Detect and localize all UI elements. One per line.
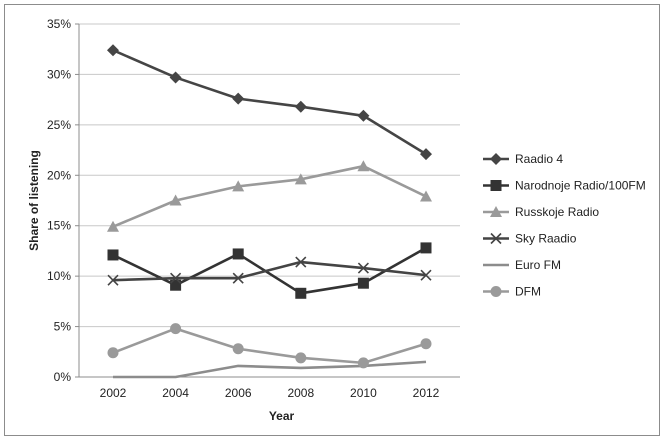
data-point bbox=[170, 323, 182, 335]
data-point bbox=[294, 100, 307, 113]
x-tick-label: 2012 bbox=[413, 386, 440, 400]
data-point bbox=[107, 249, 119, 261]
data-point bbox=[357, 357, 369, 369]
data-point bbox=[232, 248, 244, 260]
y-tick-labels: 0% 5% 10% 15% 20% 25% 30% 35% bbox=[47, 17, 71, 384]
data-point bbox=[357, 262, 369, 274]
legend-item: DFM bbox=[483, 285, 541, 299]
series-line bbox=[112, 246, 427, 295]
legend-swatch-marker bbox=[490, 286, 502, 297]
data-point bbox=[420, 242, 432, 254]
data-point bbox=[357, 277, 369, 289]
x-stroke bbox=[170, 272, 182, 284]
legend-swatch-marker bbox=[490, 153, 502, 165]
y-tick-label: 0% bbox=[54, 370, 72, 384]
x-stroke bbox=[295, 256, 307, 268]
y-tick-label: 10% bbox=[47, 269, 71, 283]
data-point bbox=[232, 272, 244, 284]
legend-item: Euro FM bbox=[483, 258, 561, 272]
series-sky-raadio bbox=[107, 256, 432, 286]
data-point bbox=[232, 343, 244, 355]
legend-swatch-marker bbox=[490, 180, 502, 191]
legend-label: DFM bbox=[515, 285, 541, 299]
legend-item: Sky Raadio bbox=[483, 232, 577, 246]
chart-frame bbox=[4, 4, 660, 436]
legend-label: Russkoje Radio bbox=[515, 205, 599, 219]
x-axis-title: Year bbox=[269, 409, 295, 423]
y-tick-label: 35% bbox=[47, 17, 71, 31]
series-line bbox=[112, 327, 427, 365]
data-point bbox=[107, 220, 119, 232]
data-point bbox=[169, 194, 182, 206]
legend-label: Euro FM bbox=[515, 258, 561, 272]
legend-label: Sky Raadio bbox=[515, 232, 577, 246]
y-tick-label: 30% bbox=[47, 67, 71, 81]
legend-label: Raadio 4 bbox=[515, 152, 563, 166]
x-stroke bbox=[357, 262, 369, 274]
x-tick-label: 2008 bbox=[287, 386, 314, 400]
legend-item: Narodnoje Radio/100FM bbox=[483, 179, 646, 193]
data-point bbox=[420, 269, 432, 281]
legend-item: Raadio 4 bbox=[483, 152, 563, 166]
data-point bbox=[107, 44, 119, 57]
y-tick-label: 15% bbox=[47, 219, 71, 233]
legend-swatch-marker bbox=[490, 232, 502, 245]
y-tick-label: 20% bbox=[47, 168, 71, 182]
series-dfm bbox=[107, 323, 432, 369]
legend-item: Russkoje Radio bbox=[483, 205, 599, 219]
data-point bbox=[107, 274, 119, 286]
x-stroke bbox=[490, 232, 502, 245]
y-tick-label: 25% bbox=[47, 118, 71, 132]
legend-swatch-marker bbox=[490, 206, 502, 217]
data-point bbox=[295, 352, 307, 364]
data-point bbox=[420, 148, 432, 161]
data-point bbox=[170, 279, 182, 291]
x-stroke bbox=[420, 269, 432, 281]
data-point bbox=[295, 287, 307, 299]
series-line bbox=[113, 360, 427, 379]
series-euro-fm bbox=[113, 360, 427, 379]
x-tick-labels: 2002 2004 2006 2008 2010 2012 bbox=[100, 386, 440, 400]
series-line bbox=[112, 260, 427, 282]
x-tick-label: 2004 bbox=[162, 386, 189, 400]
data-point bbox=[357, 160, 370, 172]
y-axis-title: Share of listening bbox=[27, 150, 41, 251]
data-point bbox=[294, 173, 307, 185]
x-tick-label: 2010 bbox=[350, 386, 377, 400]
x-stroke bbox=[107, 274, 119, 286]
series-russkoje-radio bbox=[107, 160, 432, 232]
data-point bbox=[420, 190, 432, 202]
y-tick-label: 5% bbox=[54, 320, 72, 334]
data-point bbox=[169, 71, 182, 84]
legend-label: Narodnoje Radio/100FM bbox=[515, 179, 646, 193]
data-point bbox=[295, 256, 307, 268]
x-stroke bbox=[232, 272, 244, 284]
series-group bbox=[107, 44, 432, 379]
series-narodnoje-radio-100fm bbox=[107, 242, 432, 299]
series-raadio-4 bbox=[107, 44, 432, 161]
data-point bbox=[107, 347, 119, 359]
x-tick-label: 2006 bbox=[225, 386, 252, 400]
legend: Raadio 4 Narodnoje Radio/100FM Russkoje Ra… bbox=[483, 152, 646, 299]
data-point bbox=[420, 338, 432, 350]
axes bbox=[75, 23, 460, 378]
gridlines bbox=[79, 23, 460, 328]
x-tick-label: 2002 bbox=[100, 386, 127, 400]
data-point bbox=[357, 109, 370, 122]
series-line bbox=[112, 164, 427, 228]
series-line bbox=[112, 49, 427, 156]
data-point bbox=[232, 180, 245, 192]
data-point bbox=[170, 272, 182, 284]
data-point bbox=[232, 92, 245, 105]
